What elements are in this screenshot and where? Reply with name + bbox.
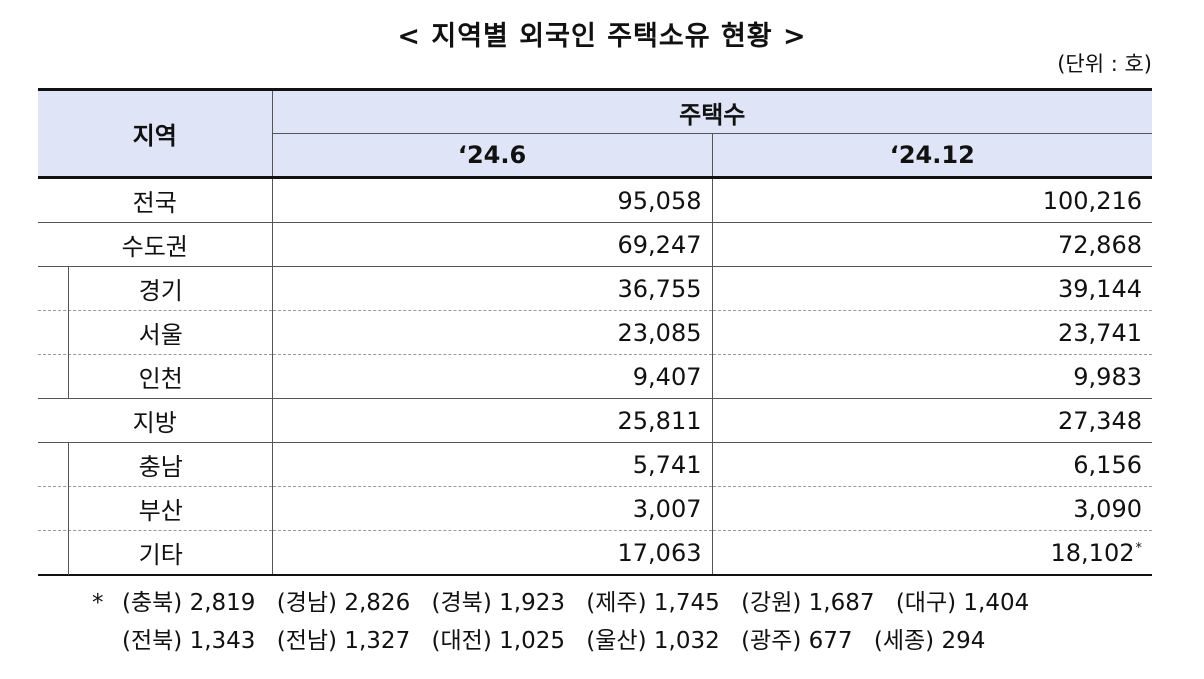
value-2024-06: 9,407 <box>272 354 713 399</box>
footnote-item: (충북) 2,819 <box>122 590 255 616</box>
value-2024-12: 27,348 <box>712 398 1152 443</box>
footnote-item: (전북) 1,343 <box>122 628 255 654</box>
footnote-value: 2,826 <box>344 590 411 616</box>
page-title: < 지역별 외국인 주택소유 현황 > <box>397 21 807 52</box>
value-2024-12: 23,741 <box>712 310 1152 355</box>
value-2024-12: 9,983 <box>712 354 1152 399</box>
value-2024-06: 5,741 <box>272 442 713 487</box>
footnote-region: (전남) <box>276 628 338 654</box>
footnote-region: (대전) <box>431 628 492 654</box>
value-2024-06: 17,063 <box>272 530 713 576</box>
footnote-star: * <box>92 590 104 616</box>
footnote-item: (광주) 677 <box>741 628 853 654</box>
value-2024-12: 100,216 <box>712 177 1152 223</box>
value-2024-12-cell: 18,102* <box>712 530 1152 576</box>
footnote-region: (충북) <box>122 590 183 616</box>
table-row-provinces: 지방 25,811 27,348 <box>38 398 1152 443</box>
footnote-line-1: (충북) 2,819 (경남) 2,826 (경북) 1,923 (제주) 1,… <box>92 584 1043 622</box>
footnote-value: 1,745 <box>653 590 720 616</box>
table-row-seoul: 서울 23,085 23,741 <box>38 310 1152 355</box>
footnote-value: 1,404 <box>963 590 1030 616</box>
footnote-item: (경북) 1,923 <box>432 590 565 616</box>
footnote-region: (대구) <box>895 590 957 616</box>
value-2024-06: 36,755 <box>272 266 713 311</box>
unit-note: (단위 : 호) <box>1057 52 1152 76</box>
footnote-region: (강원) <box>741 590 802 616</box>
table-row-busan: 부산 3,007 3,090 <box>38 486 1152 531</box>
value-2024-12: 6,156 <box>712 442 1152 487</box>
footnote-item: (제주) 1,745 <box>586 590 719 616</box>
value-2024-12: 3,090 <box>712 486 1152 531</box>
footnote-region: (경북) <box>431 590 492 616</box>
footnote-region: (경남) <box>276 590 338 616</box>
row-label: 경기 <box>138 277 183 305</box>
row-label: 인천 <box>138 365 183 393</box>
footnote-mark: * <box>1135 540 1143 556</box>
table-row-capital-area: 수도권 69,247 72,868 <box>38 222 1152 267</box>
footnote-region: (울산) <box>586 628 647 654</box>
footnote-value: 1,343 <box>189 628 256 654</box>
table-row-others: 기타 17,063 18,102* <box>38 530 1152 576</box>
value-2024-06: 25,811 <box>272 398 713 443</box>
footnote-value: 1,032 <box>653 628 720 654</box>
table-row-incheon: 인천 9,407 9,983 <box>38 354 1152 399</box>
footnote-item: (세종) 294 <box>874 628 986 654</box>
row-label-cell: 충남 <box>38 442 273 487</box>
period-header-2024-12: ‘24.12 <box>712 133 1152 179</box>
row-label: 전국 <box>38 177 273 223</box>
footnote: * (충북) 2,819 (경남) 2,826 (경북) 1,923 (제주) … <box>92 584 1043 660</box>
footnote-value: 1,327 <box>344 628 411 654</box>
value-2024-12: 18,102 <box>1050 538 1135 567</box>
footnote-value: 1,025 <box>499 628 565 654</box>
table-row-national: 전국 95,058 100,216 <box>38 177 1152 223</box>
row-label: 지방 <box>38 398 273 443</box>
row-label: 수도권 <box>38 222 273 267</box>
row-label: 부산 <box>138 497 183 525</box>
region-header: 지역 <box>38 88 273 179</box>
group-bracket <box>68 267 69 311</box>
footnote-value: 2,819 <box>189 590 256 616</box>
row-label-cell: 인천 <box>38 354 273 399</box>
value-2024-06: 95,058 <box>272 177 713 223</box>
group-bracket <box>68 486 69 531</box>
value-2024-06: 23,085 <box>272 310 713 355</box>
housing-table: 지역 주택수 ‘24.6 ‘24.12 전국 95,058 100,216 수도… <box>38 88 1152 576</box>
footnote-item: (전남) 1,327 <box>277 628 410 654</box>
row-label-cell: 서울 <box>38 310 273 355</box>
group-bracket <box>68 354 69 399</box>
group-bracket <box>68 310 69 355</box>
footnote-line-2: (전북) 1,343 (전남) 1,327 (대전) 1,025 (울산) 1,… <box>92 622 1043 660</box>
housing-count-header: 주택수 <box>272 88 1152 134</box>
group-bracket <box>68 530 69 575</box>
value-2024-12: 72,868 <box>712 222 1152 267</box>
row-label-cell: 기타 <box>38 530 273 576</box>
footnote-region: (광주) <box>741 628 802 654</box>
footnote-item: (울산) 1,032 <box>586 628 719 654</box>
footnote-item: (경남) 2,826 <box>277 590 410 616</box>
period-header-2024-06: ‘24.6 <box>272 133 713 179</box>
footnote-item: (강원) 1,687 <box>741 590 874 616</box>
footnote-region: (제주) <box>586 590 647 616</box>
footnote-value: 1,923 <box>499 590 565 616</box>
footnote-item: (대전) 1,025 <box>432 628 565 654</box>
value-2024-12: 39,144 <box>712 266 1152 311</box>
group-bracket <box>68 443 69 487</box>
footnote-value: 677 <box>808 628 853 654</box>
row-label: 충남 <box>138 453 183 481</box>
footnote-region: (세종) <box>873 628 935 654</box>
table-row-chungnam: 충남 5,741 6,156 <box>38 442 1152 487</box>
footnote-item: (대구) 1,404 <box>896 590 1029 616</box>
row-label: 서울 <box>138 321 183 349</box>
footnote-value: 1,687 <box>808 590 875 616</box>
value-2024-06: 69,247 <box>272 222 713 267</box>
row-label-cell: 경기 <box>38 266 273 311</box>
footnote-region: (전북) <box>122 628 183 654</box>
row-label: 기타 <box>138 541 183 569</box>
table-row-gyeonggi: 경기 36,755 39,144 <box>38 266 1152 311</box>
row-label-cell: 부산 <box>38 486 273 531</box>
value-2024-06: 3,007 <box>272 486 713 531</box>
footnote-value: 294 <box>941 628 986 654</box>
